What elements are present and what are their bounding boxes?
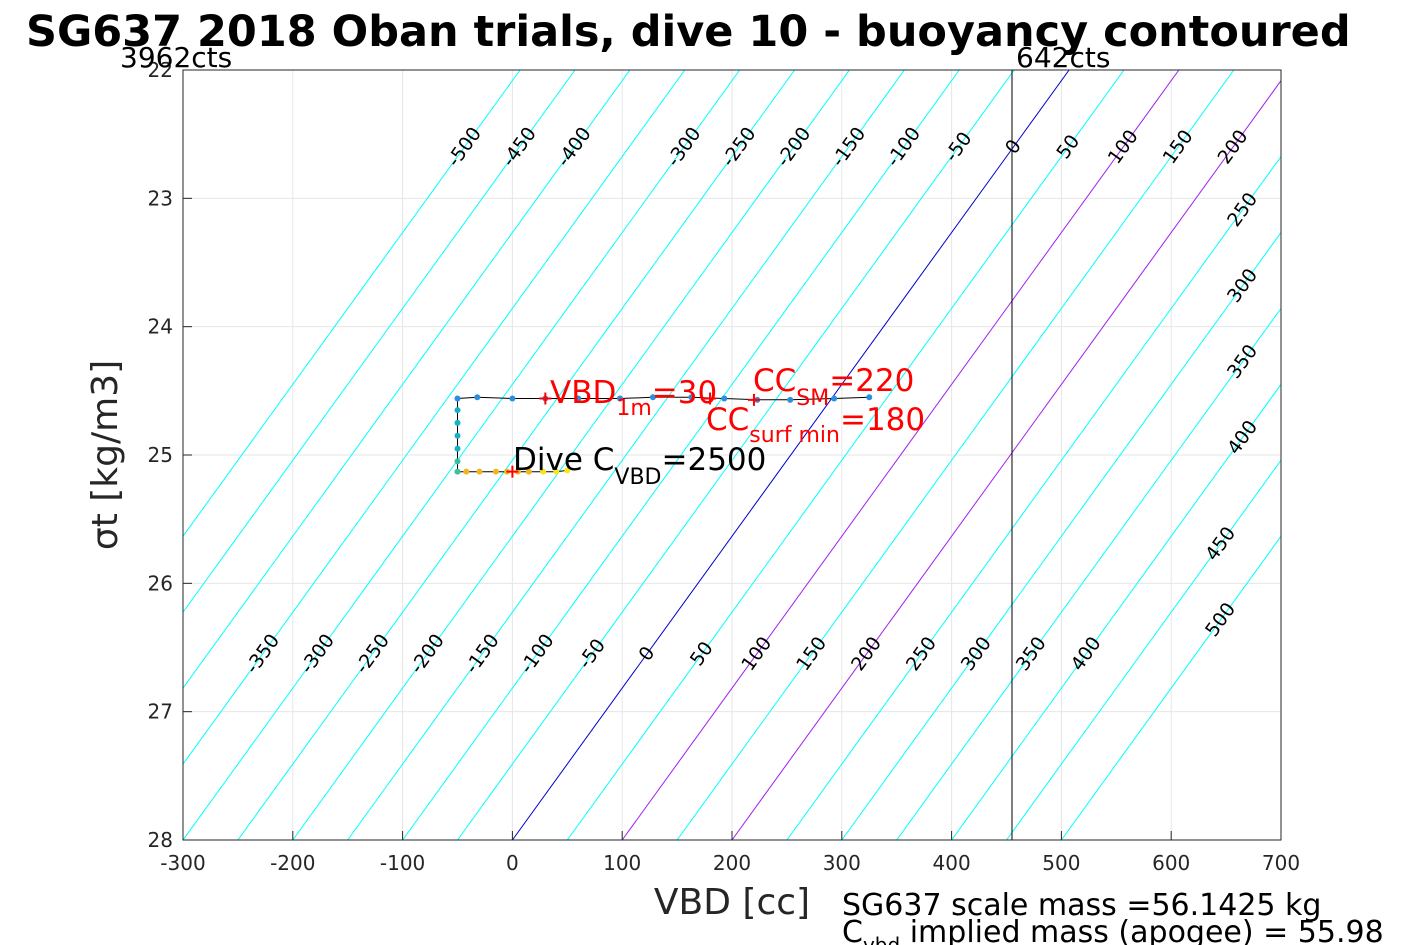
contour-line xyxy=(896,307,1281,840)
contour-line xyxy=(786,155,1281,840)
dive-point xyxy=(787,396,794,403)
annotation-dive-c-vbd-sub: VBD xyxy=(614,465,661,490)
y-tick-label: 26 xyxy=(148,571,173,595)
annotation-cc-sm: CCSM=220 xyxy=(753,363,914,411)
x-tick-label: 200 xyxy=(713,851,751,875)
x-tick-label: 300 xyxy=(823,851,861,875)
x-tick-label: 500 xyxy=(1042,851,1080,875)
contour-line xyxy=(183,70,741,840)
dive-point xyxy=(553,468,560,475)
dive-point xyxy=(454,407,461,414)
annotation-cc-sm-sub: SM xyxy=(796,386,829,411)
annotation-dive-c-vbd-value: =2500 xyxy=(662,442,767,478)
y-tick-label: 22 xyxy=(148,58,173,82)
dive-point xyxy=(474,394,481,401)
annotation-dive-c-vbd-base: Dive C xyxy=(513,442,614,478)
x-tick-label: -100 xyxy=(380,851,425,875)
marker-cc-sm xyxy=(747,393,760,406)
dive-point xyxy=(509,395,516,402)
x-tick-label: 100 xyxy=(603,851,641,875)
dive-point xyxy=(649,394,656,401)
contour-line xyxy=(402,70,960,840)
reference-markers xyxy=(506,392,760,478)
annotation-dive-c-vbd: Dive CVBD=2500 xyxy=(513,442,766,490)
contour-line xyxy=(347,70,905,840)
dive-point xyxy=(617,395,624,402)
contour-line-cc xyxy=(731,79,1281,840)
dive-point xyxy=(688,394,695,401)
dive-point xyxy=(454,468,461,475)
footer-scale-mass: SG637 scale mass =56.1425 kg xyxy=(842,888,1321,923)
annotation-cc-surf-min-value: =180 xyxy=(840,402,925,438)
dive-point xyxy=(525,468,532,475)
y-axis-label: σt [kg/m3] xyxy=(85,360,126,550)
contour-line xyxy=(841,231,1281,840)
contour-lines xyxy=(183,70,1281,840)
annotation-cc-sm-value: =220 xyxy=(829,363,914,399)
dive-point xyxy=(454,432,461,439)
footer-implied-mass-sub: vbd xyxy=(863,933,900,945)
contour-line xyxy=(183,70,521,538)
contour-line xyxy=(457,70,1015,840)
annotation-cc-surf-min: CCsurf min=180 xyxy=(706,402,925,448)
dive-point xyxy=(476,468,483,475)
contour-line xyxy=(237,70,795,840)
dive-point xyxy=(721,395,728,402)
x-axis-ticks: -300 -200 -100 0 100 200 300 400 500 600 700 xyxy=(160,831,1300,875)
x-tick-label: 600 xyxy=(1152,851,1190,875)
x-tick-label: 700 xyxy=(1262,851,1300,875)
contour-line-zero xyxy=(511,70,1070,840)
contour-line xyxy=(1060,535,1281,840)
contour-line xyxy=(566,70,1125,840)
dive-point xyxy=(866,394,873,401)
x-tick-label: 0 xyxy=(506,851,519,875)
annotation-cc-sm-base: CC xyxy=(753,363,796,399)
dive-point xyxy=(492,468,499,475)
annotation-vbd-1m-base: VBD xyxy=(550,375,616,411)
contour-line xyxy=(676,70,1235,840)
y-tick-label: 23 xyxy=(148,186,173,210)
dive-point xyxy=(454,445,461,452)
y-axis-ticks: 22 23 24 25 26 27 28 xyxy=(148,58,192,852)
chart-title: SG637 2018 Oban trials, dive 10 - buoyan… xyxy=(26,7,1351,57)
contour-line xyxy=(292,70,850,840)
annotation-vbd-1m-sub: 1m xyxy=(616,396,651,421)
x-tick-label: -300 xyxy=(160,851,205,875)
marker-dive-c-vbd xyxy=(506,465,519,478)
marker-cc-surf-min xyxy=(704,392,717,405)
x-tick-label: 400 xyxy=(933,851,971,875)
footer-implied-mass-base: C xyxy=(842,915,863,945)
dive-point xyxy=(831,395,838,402)
y-tick-label: 27 xyxy=(148,700,173,724)
y-tick-label: 24 xyxy=(148,315,173,339)
dive-point xyxy=(540,468,547,475)
footer-implied-mass: Cvbd implied mass (apogee) = 55.98 xyxy=(842,915,1384,945)
contour-line-cc xyxy=(621,70,1180,840)
dive-point xyxy=(454,419,461,426)
annotation-cc-surf-min-base: CC xyxy=(706,402,749,438)
y-tick-label: 25 xyxy=(148,443,173,467)
dive-point xyxy=(454,395,461,402)
y-tick-label: 28 xyxy=(148,828,173,852)
contour-line xyxy=(183,70,631,689)
annotation-cc-surf-min-sub: surf min xyxy=(749,423,840,448)
annotation-vbd-1m: VBD1m=30 xyxy=(550,375,717,421)
annotation-vbd-1m-value: =30 xyxy=(652,375,717,411)
contour-line xyxy=(183,70,576,614)
dive-point xyxy=(454,458,461,465)
dive-point xyxy=(564,467,571,474)
dive-point xyxy=(575,395,582,402)
count-label-right: 642cts xyxy=(1016,41,1110,74)
contour-line xyxy=(951,383,1281,840)
contour-line xyxy=(183,70,686,765)
x-tick-label: -200 xyxy=(270,851,315,875)
count-label-left: 3962cts xyxy=(120,41,232,74)
footer-implied-mass-rest: implied mass (apogee) = 55.98 xyxy=(900,915,1384,945)
dive-point xyxy=(463,468,470,475)
marker-vbd-1m xyxy=(539,392,552,405)
contour-line xyxy=(1006,459,1281,840)
x-axis-label: VBD [cc] xyxy=(654,882,810,923)
